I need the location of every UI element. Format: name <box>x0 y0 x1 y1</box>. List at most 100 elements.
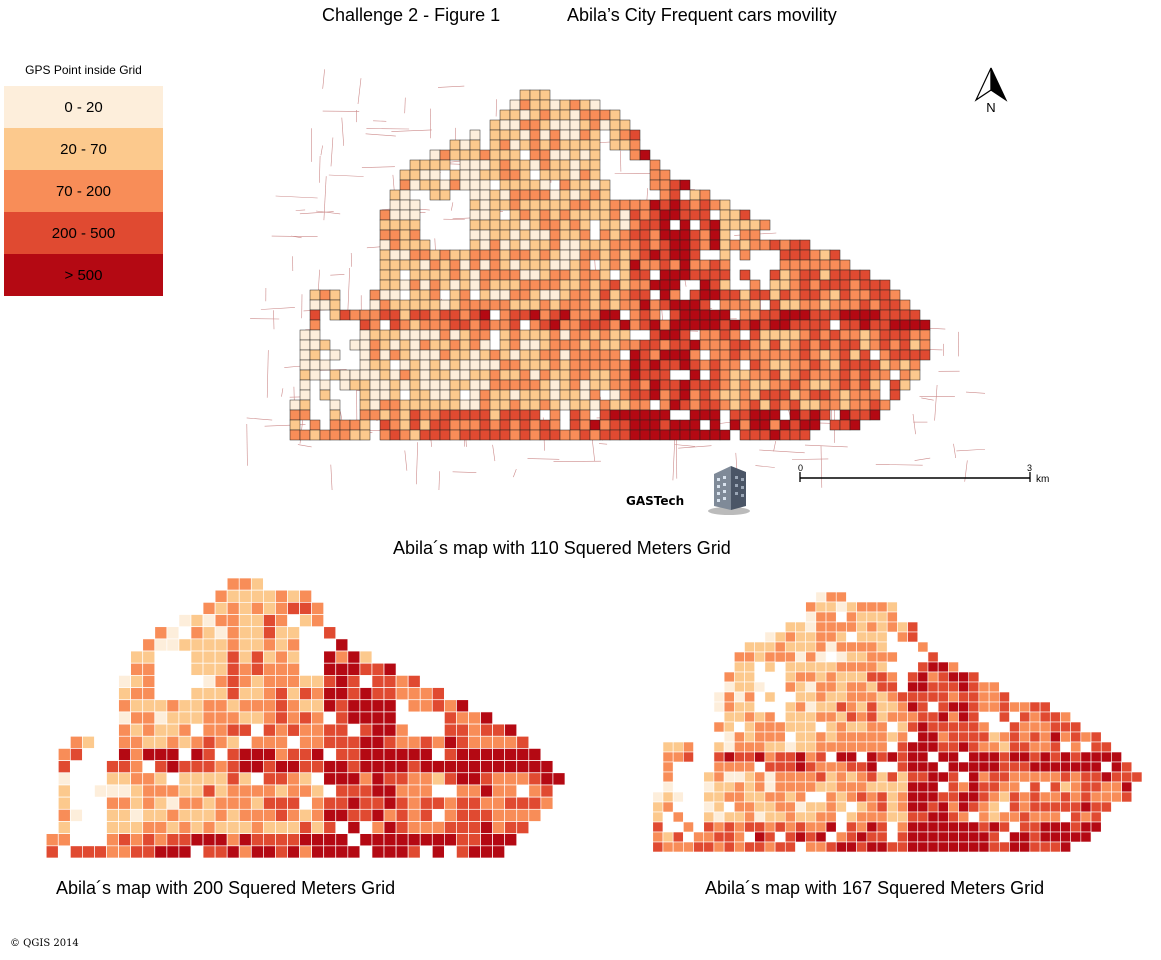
grid-cell <box>719 349 731 361</box>
grid-cell <box>589 169 601 181</box>
grid-cell <box>907 711 919 723</box>
grid-cell <box>815 681 827 693</box>
road-segment <box>404 450 408 471</box>
grid-cell <box>118 772 132 786</box>
grid-cell <box>679 389 691 401</box>
grid-cell <box>479 309 491 321</box>
grid-cell <box>539 399 551 411</box>
grid-cell <box>599 279 611 291</box>
grid-cell <box>371 821 385 834</box>
grid-cell <box>142 687 156 701</box>
grid-cell <box>529 209 541 221</box>
grid-cell <box>323 760 337 774</box>
grid-cell <box>347 796 361 810</box>
grid-cell <box>516 760 530 774</box>
grid-cell <box>805 671 817 683</box>
grid-cell <box>754 801 766 813</box>
grid-cell <box>659 389 671 401</box>
grid-cell <box>652 811 664 823</box>
grid-cell <box>539 209 551 221</box>
grid-cell <box>764 821 776 833</box>
grid-cell <box>359 309 371 321</box>
grid-cell <box>456 845 469 859</box>
grid-cell <box>948 761 959 773</box>
grid-cell <box>250 687 264 701</box>
grid-cell <box>825 821 837 833</box>
grid-cell <box>927 791 939 803</box>
grid-cell <box>876 611 888 623</box>
grid-cell <box>299 379 311 391</box>
grid-cell <box>754 681 766 693</box>
grid-cell <box>659 289 671 301</box>
grid-cell <box>723 711 735 723</box>
grid-cell <box>540 772 554 786</box>
grid-cell <box>689 379 701 391</box>
grid-cell <box>988 731 1000 743</box>
grid-cell <box>1111 751 1122 763</box>
grid-cell <box>866 781 878 793</box>
grid-cell <box>825 791 837 803</box>
grid-cell <box>599 259 611 271</box>
grid-cell <box>469 339 481 351</box>
grid-cell <box>669 389 681 401</box>
road-segment <box>674 444 696 447</box>
grid-cell <box>789 309 801 321</box>
grid-cell <box>509 419 521 431</box>
grid-cell <box>679 229 691 241</box>
grid-cell <box>419 429 431 441</box>
grid-cell <box>549 239 561 251</box>
grid-cell <box>499 139 511 151</box>
grid-cell <box>799 249 811 261</box>
grid-cell <box>468 845 481 859</box>
grid-cell <box>948 741 959 753</box>
grid-cell <box>899 299 911 311</box>
grid-cell <box>529 199 541 211</box>
grid-cell <box>764 711 776 723</box>
grid-cell <box>886 701 898 713</box>
grid-cell <box>1019 791 1031 803</box>
grid-cell <box>709 289 721 301</box>
grid-cell <box>829 309 841 321</box>
grid-cell <box>1100 771 1112 783</box>
grid-cell <box>672 831 684 843</box>
grid-cell <box>699 409 711 421</box>
grid-cell <box>57 808 71 822</box>
grid-cell <box>779 269 791 281</box>
grid-cell <box>1049 811 1061 823</box>
grid-cell <box>846 811 857 823</box>
grid-cell <box>579 99 591 111</box>
grid-cell <box>549 159 561 171</box>
grid-cell <box>799 389 811 401</box>
grid-cell <box>118 687 132 701</box>
grid-cell <box>876 811 888 823</box>
grid-cell <box>869 289 881 301</box>
grid-cell <box>713 801 725 813</box>
grid-cell <box>589 99 601 111</box>
grid-cell <box>689 399 701 411</box>
grid-cell <box>669 379 681 391</box>
grid-cell <box>744 681 755 693</box>
map-200m-canvas <box>45 578 566 859</box>
grid-cell <box>599 409 611 421</box>
grid-cell <box>825 741 837 753</box>
grid-cell <box>789 379 801 391</box>
grid-cell <box>263 602 276 615</box>
grid-cell <box>866 671 878 683</box>
grid-cell <box>589 179 601 191</box>
grid-cell <box>784 771 796 783</box>
grid-cell <box>130 784 144 798</box>
grid-cell <box>287 760 300 774</box>
grid-cell <box>744 741 755 753</box>
grid-cell <box>866 601 878 613</box>
grid-cell <box>519 309 531 321</box>
grid-cell <box>1070 741 1082 753</box>
grid-cell <box>499 429 511 441</box>
grid-cell <box>323 699 337 713</box>
grid-cell <box>238 699 252 713</box>
grid-cell <box>263 845 276 859</box>
grid-cell <box>371 796 385 810</box>
grid-cell <box>809 389 821 401</box>
grid-cell <box>669 289 681 301</box>
grid-cell <box>499 199 511 211</box>
grid-cell <box>309 369 321 381</box>
